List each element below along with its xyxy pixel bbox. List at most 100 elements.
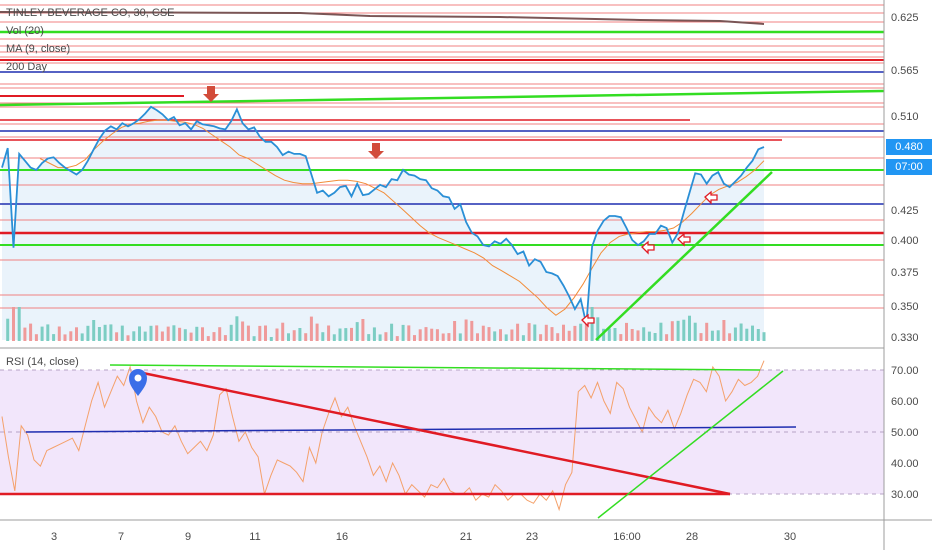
volume-bar [533, 324, 537, 341]
price-tick-label: 0.425 [891, 205, 919, 217]
volume-bar [751, 325, 754, 341]
volume-bar [665, 334, 669, 341]
volume-bar [544, 324, 548, 341]
volume-bar [573, 325, 577, 341]
volume-bar [132, 331, 136, 341]
arrow-down-icon[interactable] [368, 143, 384, 159]
volume-bar [17, 307, 21, 341]
volume-bar [556, 333, 560, 341]
volume-bar [407, 325, 411, 341]
volume-bar [596, 317, 600, 341]
time-tick-label: 30 [784, 531, 796, 543]
rsi-tick-label: 70.00 [891, 365, 919, 377]
rsi-trendline[interactable] [597, 370, 784, 519]
volume-bar [338, 328, 342, 341]
volume-bar [499, 329, 502, 341]
volume-bar [441, 333, 445, 341]
volume-bar [258, 325, 262, 341]
volume-bar [390, 323, 394, 341]
volume-bar [206, 336, 210, 341]
volume-bar [613, 328, 617, 341]
volume-bar [705, 322, 709, 341]
volume-bar [235, 316, 239, 341]
volume-bar [138, 326, 141, 341]
symbol-title[interactable]: TINLEY BEVERAGE CO, 30, CSE [6, 7, 175, 19]
volume-bar [275, 328, 279, 341]
volume-bar [69, 331, 73, 341]
volume-bar [23, 327, 27, 341]
volume-bar [304, 333, 308, 341]
arrow-down-icon[interactable] [203, 86, 219, 102]
volume-bar [201, 327, 204, 341]
volume-bar [550, 327, 554, 341]
sma200-legend[interactable]: 200 Day [6, 61, 47, 73]
volume-bar [739, 323, 743, 341]
volume-bar [183, 329, 187, 341]
hand-pointer-icon[interactable] [677, 232, 691, 247]
volume-bar [510, 329, 514, 341]
volume-bar [653, 333, 657, 341]
volume-bar [292, 330, 296, 341]
rsi-axis[interactable]: 70.00 60.00 50.00 40.00 30.00 [891, 365, 919, 501]
volume-bar [688, 315, 691, 341]
volume-bar [6, 318, 10, 341]
volume-bar [269, 337, 273, 341]
time-axis[interactable]: 3 7 9 11 16 21 23 16:00 28 30 [51, 531, 796, 543]
rsi-tick-label: 40.00 [891, 458, 919, 470]
rsi-tick-label: 50.00 [891, 427, 919, 439]
location-pin-dot [134, 374, 142, 382]
volume-legend[interactable]: Vol (20) [6, 25, 44, 37]
volume-bar [435, 329, 439, 341]
volume-bar [218, 327, 222, 341]
chart-legend: TINLEY BEVERAGE CO, 30, CSE Vol (20) MA … [6, 4, 175, 76]
price-area-fill [2, 106, 764, 340]
trendline[interactable] [595, 171, 773, 341]
ma-line [39, 119, 765, 316]
volume-bar [57, 326, 61, 341]
hand-pointer-icon[interactable] [641, 240, 655, 255]
price-axis[interactable]: 0.625 0.565 0.510 0.425 0.400 0.375 0.350 0.330 [891, 12, 919, 344]
volume-bar [607, 328, 611, 341]
volume-bar [579, 323, 583, 341]
volume-bar [309, 316, 313, 341]
volume-bar [281, 322, 285, 341]
volume-bar [223, 335, 227, 341]
rsi-tick-label: 30.00 [891, 489, 919, 501]
volume-bar [178, 327, 182, 341]
rsi-trendline[interactable] [109, 364, 761, 371]
volume-bar [155, 325, 159, 341]
volume-bar [75, 327, 78, 341]
trendlines [595, 171, 773, 341]
ma-legend[interactable]: MA (9, close) [6, 43, 71, 55]
volume-bar [418, 329, 422, 341]
volume-bar [189, 332, 193, 341]
volume-bar [287, 333, 290, 341]
volume-bar [103, 324, 107, 341]
location-pin-icon[interactable] [129, 369, 147, 396]
support-line[interactable] [0, 89, 885, 107]
rsi-legend[interactable]: RSI (14, close) [6, 356, 79, 368]
volume-bar [92, 320, 96, 341]
volume-bar [395, 336, 399, 341]
volume-bar [682, 319, 686, 341]
volume-bar [52, 334, 56, 341]
hand-pointer-icon[interactable] [704, 190, 718, 205]
volume-bar [229, 324, 233, 341]
volume-bar [676, 320, 680, 341]
volume-bar [332, 334, 336, 341]
volume-bar [476, 333, 479, 341]
sma200-line[interactable] [0, 11, 765, 25]
volume-bar [149, 325, 153, 341]
rsi-trendline[interactable] [137, 370, 731, 496]
volume-bar [361, 319, 365, 341]
volume-bar [86, 325, 90, 341]
rsi-tick-label: 60.00 [891, 396, 919, 408]
volume-bar [241, 321, 245, 341]
volume-bar [625, 322, 628, 341]
volume-bar [647, 331, 651, 341]
time-tick-label: 9 [185, 531, 191, 543]
hand-pointer-icon[interactable] [581, 313, 595, 328]
volume-bar [315, 323, 319, 341]
volume-bar [453, 321, 457, 341]
